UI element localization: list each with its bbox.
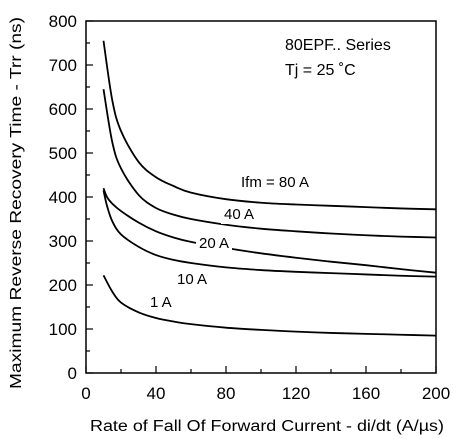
x-tick-label: 200 <box>422 384 450 403</box>
y-tick-label: 700 <box>49 56 77 75</box>
curve-label-10a: 10 A <box>177 271 207 288</box>
y-tick-label: 300 <box>49 232 77 251</box>
x-tick-label: 160 <box>352 384 380 403</box>
x-axis-label: Rate of Fall Of Forward Current - di/dt … <box>90 418 444 435</box>
curve-label-1a: 1 A <box>150 294 172 311</box>
plot-frame <box>85 20 437 374</box>
curve-line-4 <box>102 274 437 337</box>
y-tick-label: 600 <box>49 100 77 119</box>
curve-line-1 <box>102 89 437 239</box>
tick-labels: 0 40 80 120 160 200 0 100 200 300 400 500 600 700 800 <box>49 12 451 403</box>
y-axis-label: Maximum Reverse Recovery Time - Trr (ns) <box>8 17 25 389</box>
y-tick-label: 400 <box>49 188 77 207</box>
x-tick-label: 120 <box>282 384 310 403</box>
y-tick-label: 500 <box>49 144 77 163</box>
y-tick-label: 200 <box>49 276 77 295</box>
curve-line-0 <box>102 40 437 211</box>
x-tick-label: 80 <box>217 384 236 403</box>
curves <box>102 40 437 337</box>
curve-label-40a: 40 A <box>224 206 254 223</box>
curve-label-20a: 20 A <box>199 235 229 252</box>
y-tick-label: 100 <box>49 320 77 339</box>
curve-label-80a: Ifm = 80 A <box>241 174 309 191</box>
y-tick-label: 0 <box>68 364 77 383</box>
temperature-annotation: Tj = 25 ˚C <box>285 62 356 79</box>
curve-label-background <box>174 270 211 289</box>
curve-line-3 <box>102 190 437 278</box>
curve-label-background <box>238 173 312 192</box>
x-tick-label: 0 <box>81 384 90 403</box>
series-note-background <box>278 32 420 84</box>
curve-label-background <box>196 234 233 253</box>
x-tick-label: 40 <box>147 384 166 403</box>
curve-line-2 <box>102 187 437 274</box>
series-annotation: 80EPF.. Series <box>285 37 391 54</box>
curve-label-background <box>147 293 175 312</box>
curve-label-background <box>221 205 258 224</box>
y-tick-label: 800 <box>49 12 77 31</box>
